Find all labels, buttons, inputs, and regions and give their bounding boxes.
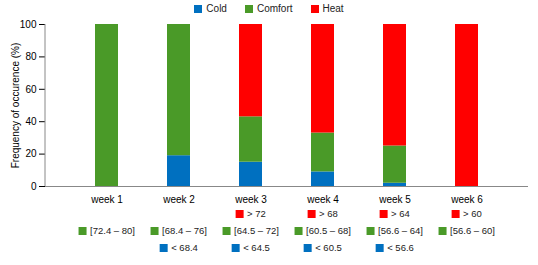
svg-text:0: 0 [31,181,37,192]
svg-text:20: 20 [25,148,37,159]
svg-text:week 3: week 3 [234,194,267,205]
html-text:> 60: > 60 [463,208,482,219]
html-text:> 68: > 68 [319,208,338,219]
svg-text:week 6: week 6 [450,194,483,205]
html-text:< 68.4: < 68.4 [171,242,198,253]
svg-text:80: 80 [25,51,37,62]
html-text:[56.6 – 60]: [56.6 – 60] [450,225,495,236]
html-text:[72.4 – 80]: [72.4 – 80] [90,225,135,236]
html-text:> 64: > 64 [391,208,410,219]
html-text:< 60.5: < 60.5 [315,242,342,253]
html-text:[56.6 – 64]: [56.6 – 64] [378,225,423,236]
svg-text:40: 40 [25,116,37,127]
html-text:< 64.5: < 64.5 [243,242,270,253]
svg-text:100: 100 [20,19,37,30]
html-text:< 56.6: < 56.6 [387,242,414,253]
svg-text:week 2: week 2 [162,194,195,205]
svg-text:week 5: week 5 [378,194,411,205]
svg-text:60: 60 [25,84,37,95]
svg-text:week 4: week 4 [306,194,339,205]
html-text:> 72: > 72 [247,208,266,219]
html-text:Comfort: Comfort [256,2,293,14]
html-text:Heat: Heat [322,2,344,14]
svg-text:Frequency of occurence (%): Frequency of occurence (%) [10,43,21,169]
html-text:Cold: Cold [206,2,227,14]
html-text:[64.5 – 72]: [64.5 – 72] [234,225,279,236]
svg-text:week 1: week 1 [90,194,123,205]
html-text:[60.5 – 68]: [60.5 – 68] [306,225,351,236]
html-text:[68.4 – 76]: [68.4 – 76] [162,225,207,236]
